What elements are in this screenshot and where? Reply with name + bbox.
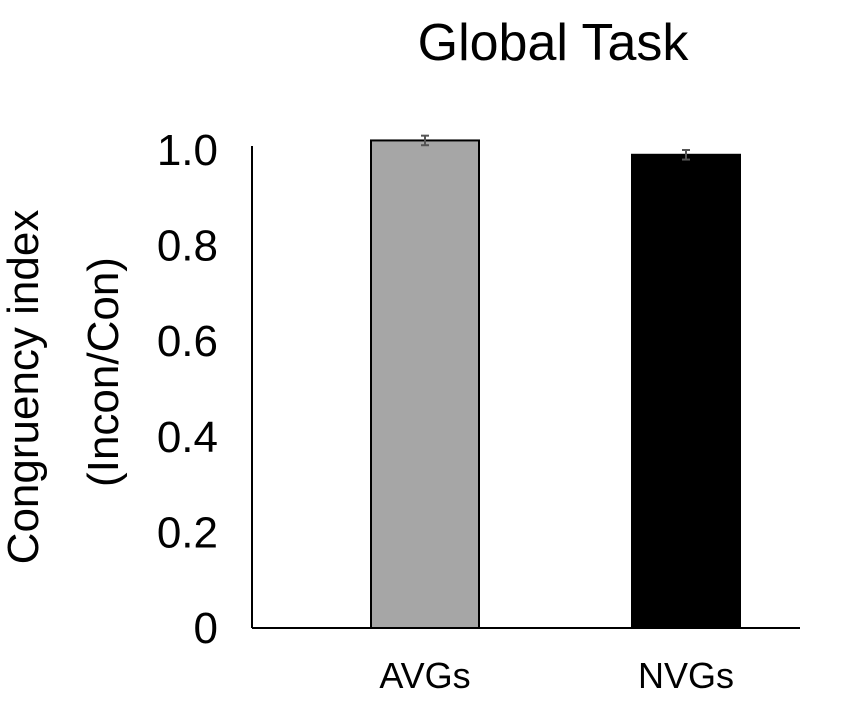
y-tick-labels: 0 0.2 0.4 0.6 0.8 1.0 bbox=[157, 126, 218, 653]
error-bars bbox=[421, 134, 690, 161]
y-tick-label: 0 bbox=[194, 604, 218, 653]
y-tick-label: 0.2 bbox=[157, 508, 218, 557]
y-tick-label: 0.6 bbox=[157, 317, 218, 366]
y-axis-label-line2: (Incon/Con) bbox=[79, 257, 128, 487]
bar-nvgs bbox=[631, 153, 741, 629]
y-tick-label: 0.4 bbox=[157, 413, 218, 462]
y-tick-label: 0.8 bbox=[157, 222, 218, 271]
x-tick-label-nvgs: NVGs bbox=[638, 655, 734, 696]
error-bar-nvgs bbox=[682, 149, 690, 161]
y-axis-label-line1: Congruency index bbox=[0, 210, 48, 565]
x-tick-labels: AVGs NVGs bbox=[379, 655, 734, 696]
x-tick-label-avgs: AVGs bbox=[379, 655, 470, 696]
chart-title: Global Task bbox=[418, 14, 690, 72]
bar-avgs bbox=[370, 139, 480, 629]
y-tick-label: 1.0 bbox=[157, 126, 218, 175]
bars bbox=[370, 139, 741, 629]
error-bar-avgs bbox=[421, 134, 429, 147]
